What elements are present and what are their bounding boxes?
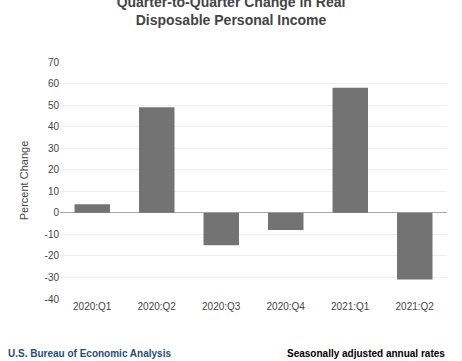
svg-text:0: 0 bbox=[53, 207, 59, 218]
svg-text:2021:Q2: 2021:Q2 bbox=[396, 301, 435, 312]
svg-text:-20: -20 bbox=[45, 250, 60, 261]
svg-text:40: 40 bbox=[48, 121, 60, 132]
svg-text:2020:Q2: 2020:Q2 bbox=[138, 301, 177, 312]
svg-text:50: 50 bbox=[48, 100, 60, 111]
svg-text:70: 70 bbox=[48, 57, 60, 68]
svg-text:U.S. Bureau of Economic Analys: U.S. Bureau of Economic Analysis bbox=[8, 348, 171, 359]
svg-text:2020:Q1: 2020:Q1 bbox=[73, 301, 112, 312]
svg-text:10: 10 bbox=[48, 186, 60, 197]
svg-text:60: 60 bbox=[48, 78, 60, 89]
svg-text:-40: -40 bbox=[45, 294, 60, 305]
svg-text:-30: -30 bbox=[45, 272, 60, 283]
svg-text:2021:Q1: 2021:Q1 bbox=[331, 301, 370, 312]
svg-text:2020:Q3: 2020:Q3 bbox=[202, 301, 241, 312]
svg-text:-10: -10 bbox=[45, 229, 60, 240]
svg-text:2020:Q4: 2020:Q4 bbox=[267, 301, 306, 312]
svg-text:Quarter-to-Quarter Change in R: Quarter-to-Quarter Change in RealDisposa… bbox=[117, 0, 346, 28]
svg-text:20: 20 bbox=[48, 164, 60, 175]
svg-text:30: 30 bbox=[48, 143, 60, 154]
svg-text:Seasonally adjusted annual rat: Seasonally adjusted annual rates bbox=[287, 348, 445, 359]
svg-text:Percent Change: Percent Change bbox=[18, 141, 30, 221]
